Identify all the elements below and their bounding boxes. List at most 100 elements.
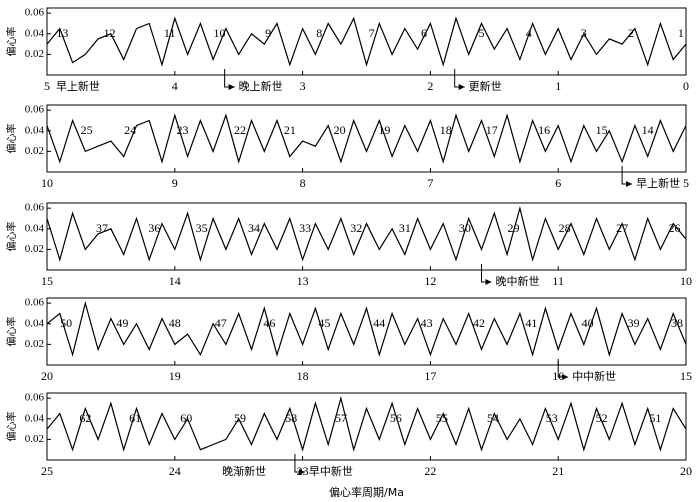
x-tick-label: 20: [680, 464, 692, 478]
cycle-label: 43: [421, 316, 433, 330]
x-tick-label: 11: [552, 274, 564, 288]
cycle-label: 13: [56, 26, 68, 40]
y-tick-label: 0.04: [25, 27, 45, 39]
y-tick-label: 0.06: [25, 7, 45, 19]
cycle-label: 2: [628, 26, 634, 40]
x-tick-label: 17: [424, 369, 436, 383]
cycle-label: 36: [148, 221, 160, 235]
cycle-label: 37: [96, 221, 108, 235]
cycle-label: 52: [596, 411, 608, 425]
y-tick-label: 0.02: [25, 145, 44, 157]
cycle-label: 40: [582, 316, 594, 330]
cycle-label: 33: [299, 221, 311, 235]
cycle-label: 42: [473, 316, 485, 330]
epoch-label: 早上新世: [56, 79, 100, 93]
cycle-label: 25: [81, 123, 93, 137]
cycle-label: 45: [318, 316, 330, 330]
epoch-label: 早上新世: [636, 176, 680, 190]
cycle-label: 10: [214, 26, 226, 40]
x-tick-label: 14: [169, 274, 181, 288]
plot-frame: [46, 104, 687, 173]
y-axis-label: 偏心率: [5, 317, 18, 347]
y-axis-label: 偏心率: [5, 222, 18, 252]
epoch-arrow: [481, 264, 492, 285]
cycle-label: 30: [459, 221, 471, 235]
cycle-label: 4: [526, 26, 532, 40]
cycle-label: 12: [104, 26, 116, 40]
y-tick-label: 0.06: [25, 202, 45, 214]
x-tick-label: 5: [683, 176, 689, 190]
cycle-label: 48: [169, 316, 181, 330]
x-tick-label: 18: [297, 369, 309, 383]
cycle-label: 9: [265, 26, 271, 40]
cycle-label: 14: [642, 123, 654, 137]
cycle-label: 31: [399, 221, 411, 235]
x-axis-label: 偏心率周期/Ma: [329, 485, 404, 499]
cycle-label: 7: [369, 26, 375, 40]
cycle-label: 21: [284, 123, 296, 137]
x-tick-label: 12: [424, 274, 436, 288]
epoch-label: 晚上新世: [239, 79, 283, 93]
epoch-label: 晚渐新世: [222, 464, 266, 478]
cycle-label: 54: [487, 411, 499, 425]
cycle-label: 6: [421, 26, 427, 40]
x-tick-label: 25: [41, 464, 53, 478]
cycle-label: 16: [538, 123, 550, 137]
cycle-label: 61: [129, 411, 141, 425]
x-tick-label: 13: [297, 274, 309, 288]
cycle-label: 32: [350, 221, 362, 235]
y-tick-label: 0.04: [25, 124, 45, 136]
cycle-label: 28: [559, 221, 571, 235]
cycle-label: 39: [628, 316, 640, 330]
cycle-label: 24: [124, 123, 136, 137]
x-tick-label: 24: [169, 464, 181, 478]
x-tick-label: 0: [683, 79, 689, 93]
cycle-label: 20: [334, 123, 346, 137]
y-tick-label: 0.02: [25, 48, 44, 60]
cycle-label: 18: [440, 123, 452, 137]
epoch-label: 晚中新世: [496, 274, 540, 288]
cycle-label: 27: [616, 221, 628, 235]
y-tick-label: 0.06: [25, 297, 45, 309]
cycle-label: 44: [373, 316, 385, 330]
y-tick-label: 0.06: [25, 104, 45, 116]
cycle-label: 60: [180, 411, 192, 425]
cycle-label: 3: [581, 26, 587, 40]
epoch-arrow: [294, 454, 305, 475]
cycle-label: 5: [479, 26, 485, 40]
cycle-label: 29: [507, 221, 519, 235]
cycle-label: 19: [378, 123, 390, 137]
x-tick-label: 5: [44, 79, 50, 93]
y-tick-label: 0.06: [25, 392, 45, 404]
cycle-label: 62: [79, 411, 91, 425]
cycle-label: 46: [263, 316, 275, 330]
y-tick-label: 0.04: [25, 412, 45, 424]
x-tick-label: 1: [555, 79, 561, 93]
x-tick-label: 2: [427, 79, 433, 93]
y-tick-label: 0.04: [25, 222, 45, 234]
cycle-label: 26: [668, 221, 680, 235]
cycle-label: 59: [234, 411, 246, 425]
y-tick-label: 0.02: [25, 433, 44, 445]
eccentricity-line: [46, 395, 687, 452]
y-tick-label: 0.02: [25, 243, 44, 255]
epoch-label: 更新世: [469, 79, 502, 93]
eccentricity-line: [46, 300, 687, 357]
x-tick-label: 15: [680, 369, 692, 383]
cycle-label: 51: [649, 411, 661, 425]
epoch-arrow: [557, 359, 569, 380]
cycle-label: 50: [60, 316, 72, 330]
y-tick-label: 0.04: [25, 317, 45, 329]
y-axis-label: 偏心率: [5, 412, 18, 442]
cycle-label: 57: [335, 411, 347, 425]
cycle-label: 49: [116, 316, 128, 330]
y-axis-label: 偏心率: [5, 124, 18, 154]
eccentricity-line: [46, 16, 687, 67]
x-tick-label: 19: [169, 369, 181, 383]
plot-frame: [46, 297, 687, 366]
epoch-arrow: [224, 69, 235, 90]
y-axis-label: 偏心率: [5, 27, 18, 57]
cycle-label: 56: [390, 411, 402, 425]
